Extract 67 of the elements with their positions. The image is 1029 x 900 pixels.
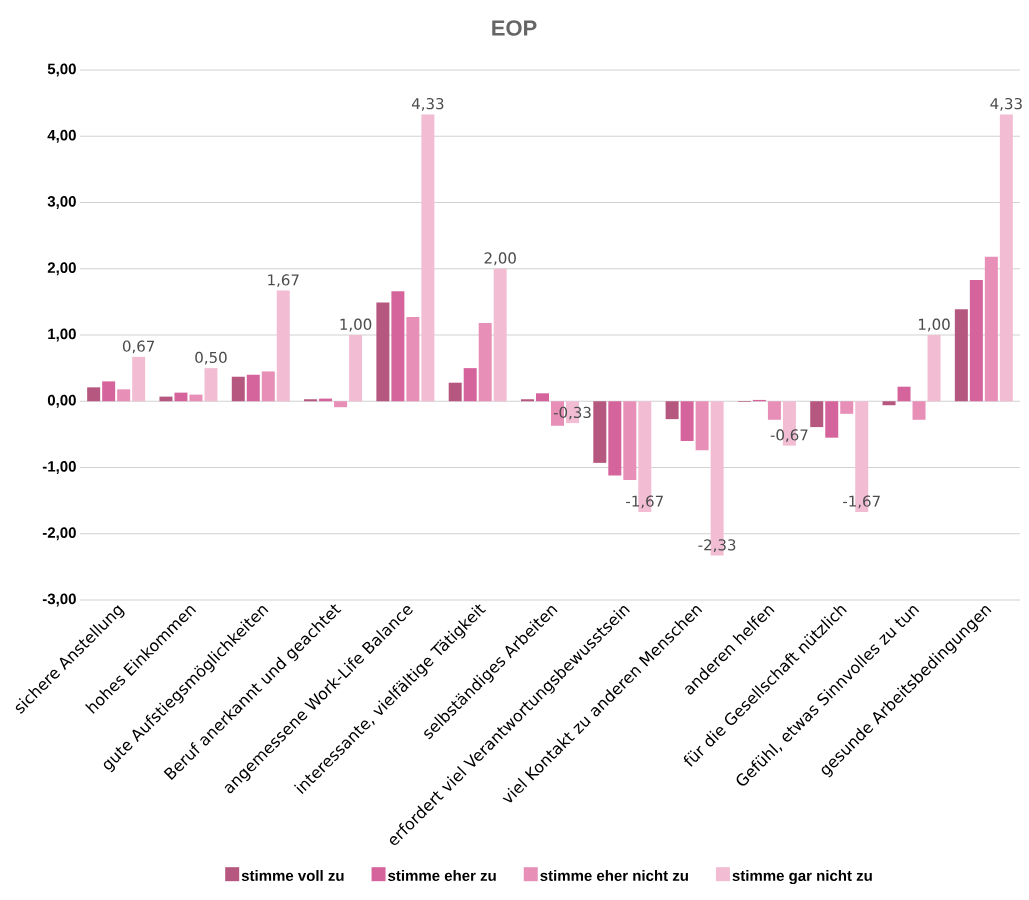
bar: [665, 401, 679, 420]
bar: [608, 401, 622, 476]
bar: [391, 291, 405, 402]
bar: [984, 256, 998, 402]
bar: [969, 280, 983, 402]
y-tick-label: -3,00: [42, 593, 76, 607]
y-tick-label: 4,00: [47, 129, 76, 143]
chart-title: EOP: [492, 20, 537, 36]
data-label: -2,33: [698, 539, 736, 553]
bar: [767, 401, 781, 420]
y-tick-label: 0,00: [47, 394, 76, 408]
data-label: 1,67: [268, 274, 299, 288]
bar: [421, 114, 435, 402]
y-tick-label: 2,00: [47, 262, 76, 276]
bar: [593, 401, 607, 463]
bar: [912, 401, 926, 420]
bar: [117, 389, 131, 402]
y-tick-label: 5,00: [47, 63, 76, 77]
bar: [376, 302, 390, 402]
bar: [448, 382, 462, 402]
bar: [478, 323, 492, 402]
bar: [261, 371, 275, 402]
bar: [231, 376, 245, 402]
legend-label: stimme eher zu: [388, 870, 496, 882]
data-label: 2,00: [484, 252, 516, 266]
data-label: 4,33: [990, 97, 1022, 111]
bar: [102, 381, 116, 402]
legend-label: stimme voll zu: [241, 870, 344, 882]
bar: [174, 392, 188, 402]
bar: [623, 401, 637, 481]
bar: [897, 386, 911, 402]
data-label: -0,67: [770, 429, 808, 443]
y-tick-label: 1,00: [48, 328, 76, 342]
legend-label: stimme gar nicht zu: [732, 870, 872, 885]
bar: [954, 309, 968, 402]
bar: [204, 368, 218, 402]
bar: [189, 394, 203, 402]
bar: [334, 401, 348, 408]
bar: [87, 387, 101, 402]
data-label: 1,00: [918, 318, 950, 332]
y-tick-label: 3,00: [47, 196, 76, 209]
bar: [463, 368, 477, 402]
data-label: -1,67: [843, 495, 880, 509]
legend-label: stimme eher nicht zu: [540, 870, 688, 882]
bar: [999, 114, 1013, 402]
bar: [810, 401, 824, 428]
data-label: 4,33: [411, 97, 444, 111]
data-label: 0,67: [122, 340, 155, 354]
bar: [132, 356, 146, 402]
bar: [536, 393, 549, 402]
bar: [349, 334, 363, 402]
data-label: 1,00: [340, 318, 372, 332]
bar: [276, 290, 290, 402]
data-label: -1,67: [626, 495, 663, 509]
bar: [493, 268, 507, 402]
bar: [840, 401, 854, 414]
bar: [695, 401, 709, 451]
data-label: -0,33: [553, 406, 591, 420]
y-tick-label: -1,00: [42, 461, 76, 474]
bar: [927, 334, 941, 402]
bar: [406, 317, 420, 402]
bar: [825, 401, 839, 438]
data-label: 0,50: [195, 351, 227, 365]
bar: [246, 374, 260, 402]
bar: [680, 401, 694, 441]
bar: [882, 401, 896, 406]
y-tick-label: -2,00: [42, 527, 76, 541]
